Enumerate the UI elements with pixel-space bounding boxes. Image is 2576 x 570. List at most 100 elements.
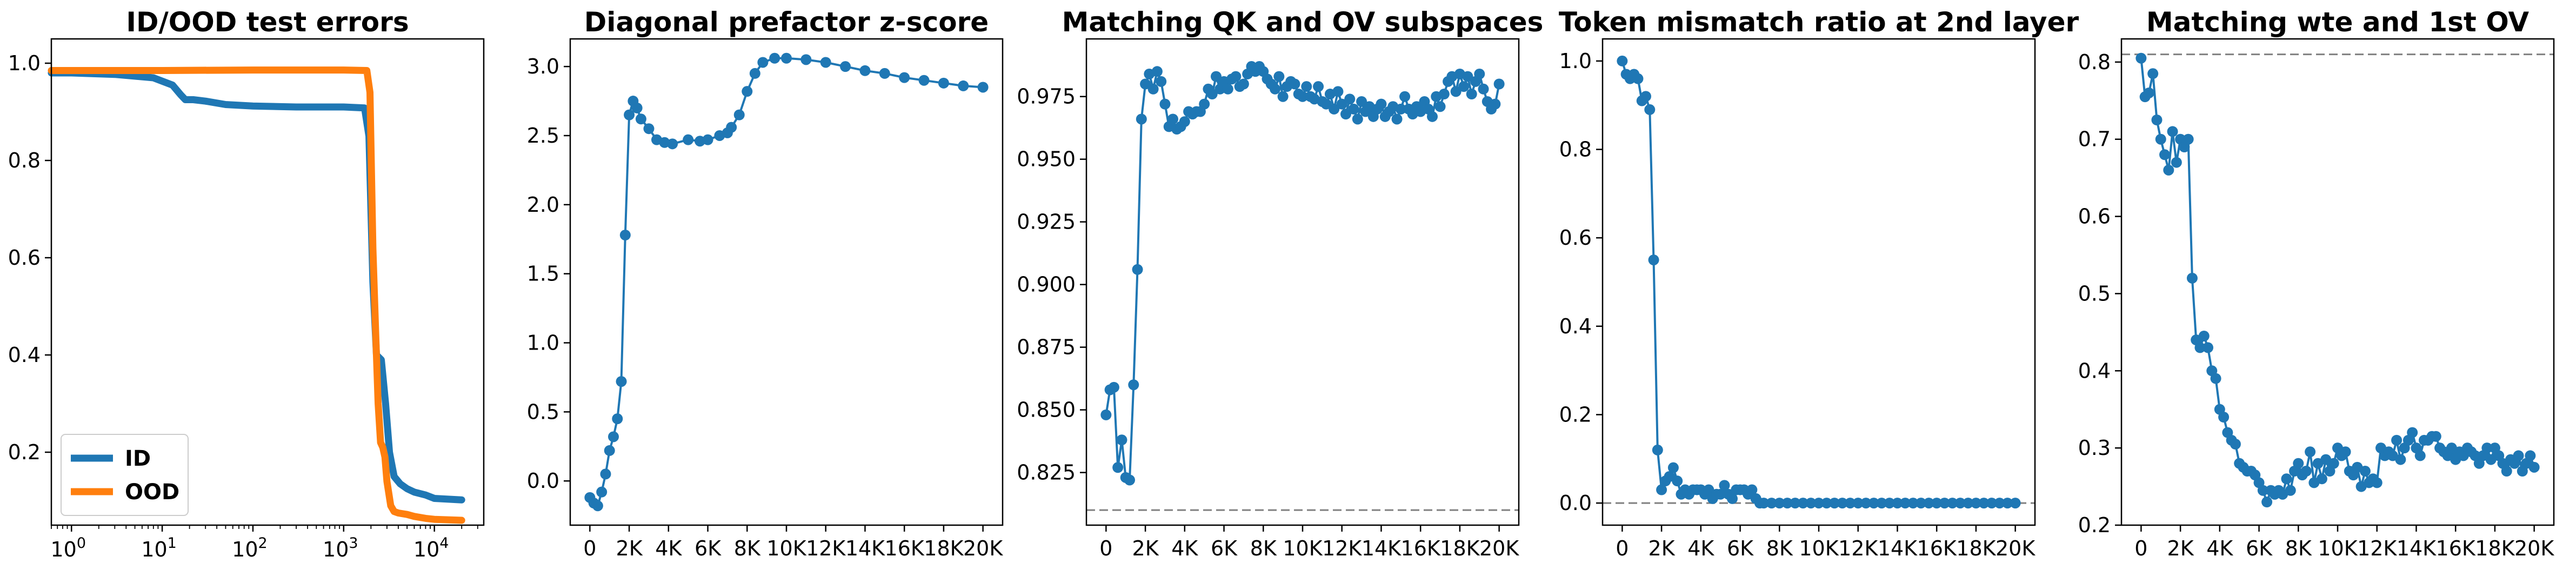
data-point — [2328, 458, 2339, 469]
data-point — [1332, 86, 1344, 97]
data-point — [742, 86, 753, 97]
data-point — [2300, 466, 2312, 477]
x-tick-label: 2K — [2167, 537, 2194, 560]
chart-title: ID/OOD test errors — [126, 6, 409, 38]
x-tick-label: 12K — [2357, 537, 2397, 560]
x-tick-label: 6K — [1211, 537, 1238, 560]
y-tick-label: 0.875 — [1017, 336, 1076, 359]
data-point — [1140, 78, 1151, 90]
data-point — [1427, 111, 1438, 122]
data-point — [1727, 493, 1738, 504]
y-tick-label: 0.0 — [1559, 491, 1592, 515]
data-point — [1876, 498, 1887, 509]
data-point — [596, 486, 608, 498]
data-point — [1450, 86, 1461, 97]
y-tick-label: 0.5 — [527, 400, 559, 424]
data-point — [1128, 379, 1139, 391]
data-point — [726, 122, 737, 133]
x-tick-label: 20K — [2514, 537, 2554, 560]
x-tick-label: 10K — [2318, 537, 2358, 560]
data-point — [1238, 78, 1249, 90]
data-point — [1907, 498, 1919, 509]
data-point — [1478, 83, 1489, 95]
data-point — [2159, 149, 2170, 160]
legend: ID OOD — [61, 434, 189, 516]
y-tick-label: 0.6 — [8, 246, 41, 270]
legend-label: ID — [125, 446, 151, 471]
data-point — [1348, 103, 1359, 115]
y-tick-label: 0.8 — [1559, 138, 1592, 162]
y-tick-label: 0.5 — [2078, 281, 2111, 305]
data-point — [1132, 264, 1143, 275]
data-point — [820, 57, 831, 68]
data-point — [899, 72, 910, 83]
x-tick-label: 12K — [1838, 537, 1878, 560]
data-point — [733, 109, 745, 120]
data-point — [1837, 498, 1848, 509]
data-point — [1644, 104, 1656, 115]
y-tick-label: 0.825 — [1017, 461, 1076, 485]
data-point — [1916, 498, 1927, 509]
data-point — [1206, 89, 1218, 100]
x-tick-label: 8K — [734, 537, 761, 560]
data-point — [1167, 113, 1178, 125]
x-tick-label: 16K — [1917, 537, 1957, 560]
data-point — [1329, 103, 1340, 115]
series-line — [48, 69, 465, 504]
x-tick-label: 12K — [806, 537, 846, 560]
data-point — [631, 102, 643, 113]
data-point — [1852, 498, 1864, 509]
data-point — [2395, 454, 2406, 465]
data-point — [1868, 498, 1879, 509]
data-point — [2371, 477, 2383, 488]
data-point — [1797, 498, 1808, 509]
series-1 — [2135, 52, 2540, 508]
data-point — [1790, 498, 1801, 509]
data-point — [2528, 461, 2540, 473]
x-tick-label: 20K — [963, 537, 1003, 560]
data-point — [1652, 444, 1663, 455]
data-point — [683, 134, 694, 145]
data-point — [2167, 126, 2178, 137]
subplot-3: Matching QK and OV subspaces 0.825 0.850 0.… — [1017, 6, 1543, 560]
data-point — [600, 468, 611, 480]
series-1 — [584, 52, 989, 512]
x-tick-label: 16K — [1401, 537, 1441, 560]
data-point — [1845, 498, 1856, 509]
data-point — [1179, 116, 1190, 128]
data-point — [1664, 471, 1675, 482]
x-tick-label: 103 — [323, 535, 358, 561]
y-tick-label: 0.4 — [2078, 359, 2111, 383]
data-point — [1884, 498, 1895, 509]
data-point — [1230, 71, 1242, 82]
y-tick-label: 0.2 — [1559, 403, 1592, 426]
data-point — [879, 68, 890, 79]
x-tick-label: 8K — [1250, 537, 1277, 560]
data-point — [2218, 412, 2230, 423]
data-point — [1617, 55, 1628, 66]
data-point — [2501, 466, 2512, 477]
data-point — [769, 52, 780, 64]
data-point — [1159, 98, 1171, 110]
data-point — [1395, 103, 1406, 115]
data-point — [1994, 498, 2005, 509]
x-tick-label: 6K — [695, 537, 722, 560]
data-point — [702, 134, 713, 145]
data-point — [1648, 254, 1659, 266]
data-point — [757, 57, 769, 68]
data-point — [1116, 434, 1127, 446]
data-point — [1297, 91, 1308, 102]
data-point — [1758, 498, 1770, 509]
x-tick-label: 0 — [1616, 537, 1629, 560]
y-tick-label: 2.0 — [527, 193, 559, 217]
x-tick-label: 10K — [1799, 537, 1839, 560]
data-point — [1434, 101, 1446, 112]
data-point — [1923, 498, 1934, 509]
data-point — [608, 431, 619, 442]
x-tick-label: 4K — [1687, 537, 1714, 560]
data-point — [1462, 71, 1473, 82]
data-point — [2430, 431, 2441, 442]
x-tick-label: 14K — [1878, 537, 1918, 560]
data-point — [1474, 68, 1485, 79]
data-point — [2359, 466, 2371, 477]
